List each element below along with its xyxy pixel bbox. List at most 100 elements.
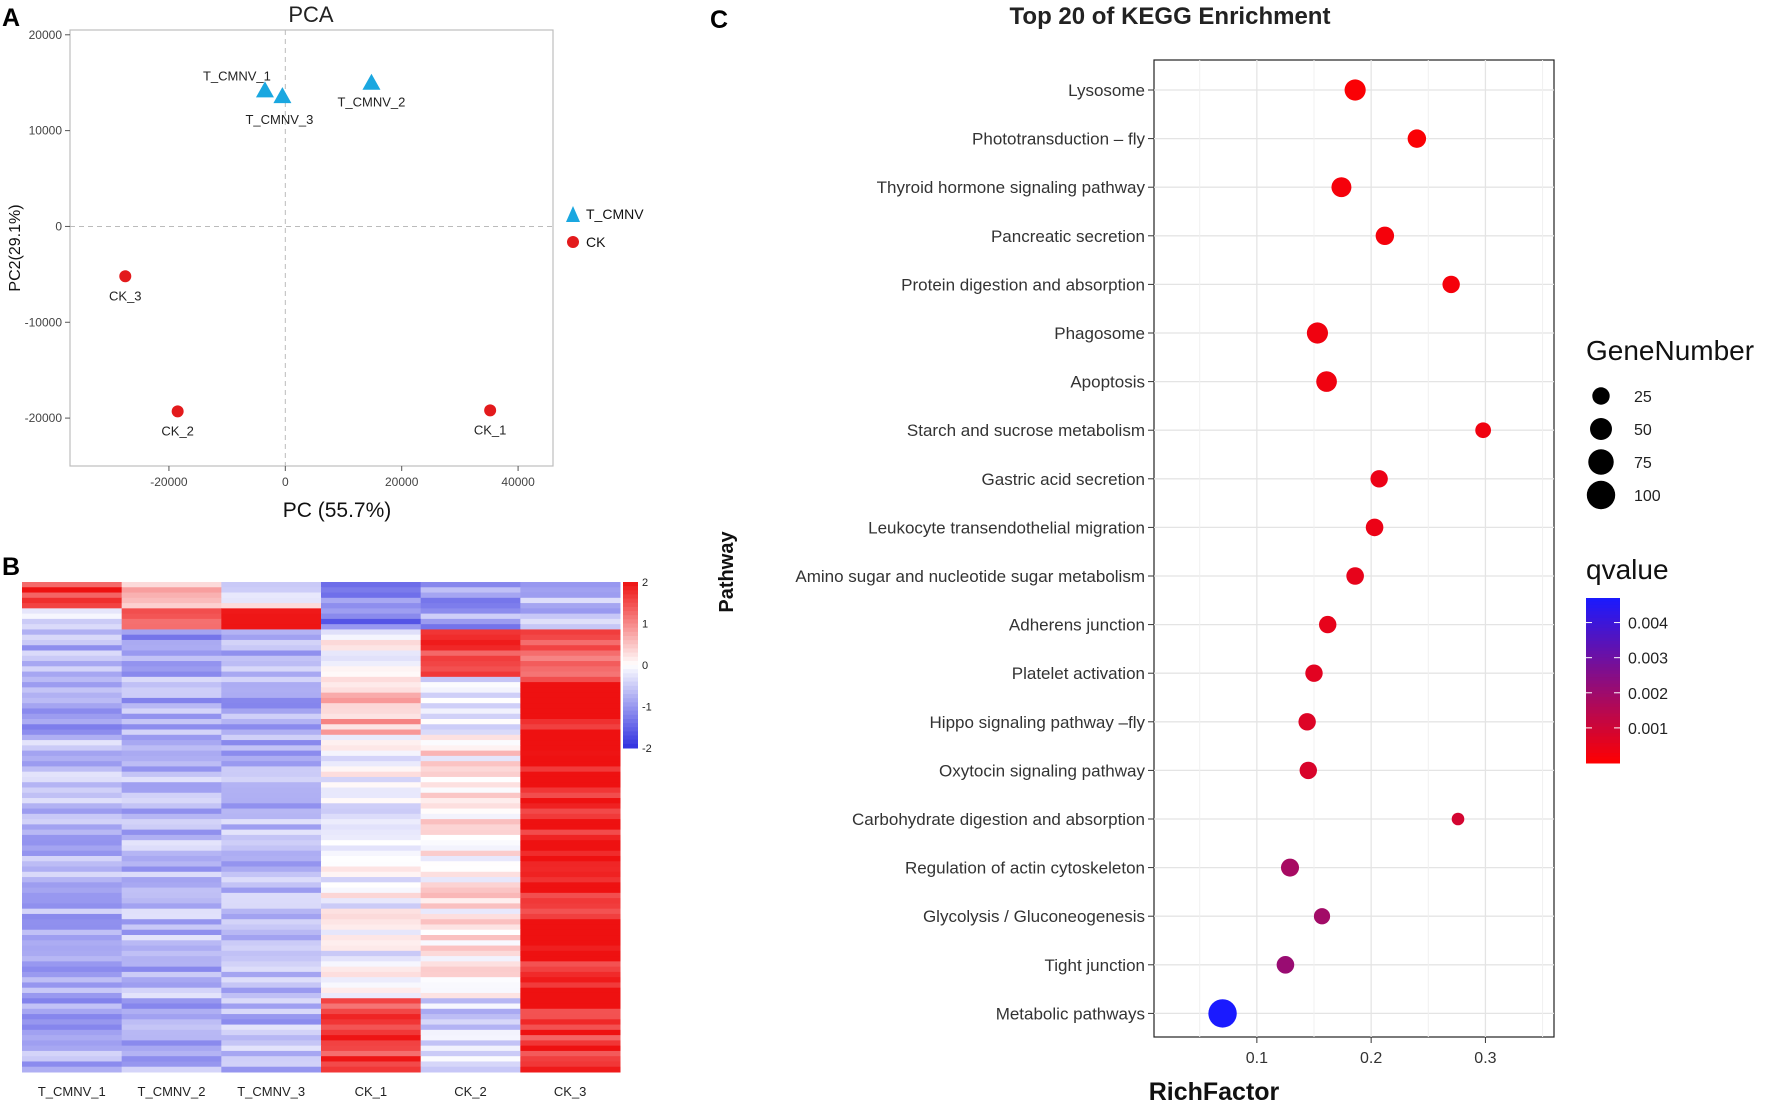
heatmap-cell bbox=[22, 798, 123, 804]
heatmap-scale-segment bbox=[623, 652, 638, 658]
qvalue-colorbar-segment bbox=[1586, 660, 1620, 665]
heatmap-cell bbox=[420, 587, 521, 594]
qvalue-colorbar-segment bbox=[1586, 631, 1620, 635]
heatmap-cell bbox=[121, 650, 222, 657]
pca-y-tick-label: 20000 bbox=[29, 28, 63, 42]
gene-number-legend-dot bbox=[1592, 387, 1610, 405]
pca-points: T_CMNV_1 T_CMNV_3 T_CMNV_2 CK_3 CK_2 CK_1 bbox=[109, 68, 506, 438]
heatmap-cell bbox=[520, 871, 621, 878]
heatmap-cell bbox=[420, 639, 521, 646]
heatmap-cell bbox=[420, 882, 521, 889]
heatmap-cell bbox=[121, 798, 222, 804]
heatmap-cell bbox=[520, 803, 621, 810]
heatmap-cell bbox=[420, 734, 521, 741]
kegg-bubble bbox=[1370, 470, 1388, 488]
heatmap-scale-segment bbox=[623, 660, 638, 666]
heatmap-cell bbox=[321, 1029, 422, 1036]
heatmap-cell bbox=[520, 908, 621, 915]
heatmap-cell bbox=[121, 1003, 222, 1010]
heatmap-cell bbox=[420, 808, 521, 815]
qvalue-colorbar-segment bbox=[1586, 730, 1620, 734]
pca-point-circle bbox=[119, 270, 132, 283]
heatmap-cell bbox=[520, 745, 621, 752]
qvalue-colorbar-segment bbox=[1586, 637, 1620, 642]
heatmap-cell bbox=[321, 950, 422, 957]
heatmap-cell bbox=[22, 877, 123, 883]
heatmap-cell bbox=[520, 608, 621, 615]
heatmap-cell bbox=[321, 929, 422, 936]
heatmap-cell bbox=[520, 819, 621, 825]
heatmap-cell bbox=[520, 666, 621, 673]
heatmap-cell bbox=[321, 892, 422, 899]
qvalue-colorbar-segment bbox=[1586, 746, 1620, 751]
heatmap-cell bbox=[22, 929, 123, 936]
heatmap-cell bbox=[121, 834, 222, 841]
heatmap-cell bbox=[420, 840, 521, 846]
heatmap-cell bbox=[321, 1040, 422, 1047]
heatmap-cell bbox=[121, 1061, 222, 1068]
heatmap-cell bbox=[221, 650, 322, 657]
heatmap-cell bbox=[221, 855, 322, 862]
heatmap-cell bbox=[121, 629, 222, 636]
heatmap-scale-segment bbox=[623, 698, 638, 703]
heatmap-cell bbox=[121, 708, 222, 715]
heatmap-cell bbox=[221, 618, 322, 625]
heatmap-cell bbox=[321, 908, 422, 915]
heatmap-cell bbox=[121, 750, 222, 757]
heatmap-cell bbox=[221, 766, 322, 773]
heatmap-cell bbox=[321, 750, 422, 757]
heatmap-cell bbox=[420, 650, 521, 657]
heatmap-cell bbox=[221, 940, 322, 947]
kegg-bubble bbox=[1346, 567, 1364, 585]
heatmap-cell bbox=[121, 645, 222, 651]
heatmap-cell bbox=[221, 819, 322, 825]
heatmap-scale-segment bbox=[623, 648, 638, 654]
heatmap-cell bbox=[321, 845, 422, 852]
heatmap-cell bbox=[420, 792, 521, 799]
heatmap-cell bbox=[22, 945, 123, 952]
heatmap-cell bbox=[321, 1024, 422, 1031]
heatmap-cell bbox=[221, 613, 322, 620]
kegg-bubble bbox=[1442, 275, 1460, 294]
heatmap-cell bbox=[221, 671, 322, 678]
kegg-bubble bbox=[1305, 664, 1323, 682]
heatmap-cell bbox=[221, 666, 322, 673]
heatmap-cell bbox=[221, 692, 322, 699]
heatmap-cell bbox=[520, 824, 621, 831]
heatmap-cell bbox=[22, 708, 123, 715]
gene-number-legend-dot bbox=[1590, 418, 1612, 440]
heatmap-cell bbox=[22, 998, 123, 1005]
heatmap-scale-segment bbox=[623, 677, 638, 683]
heatmap-cell bbox=[420, 1019, 521, 1026]
heatmap-cell bbox=[321, 771, 422, 778]
heatmap-color-scale: 2 1 0 -1 -2 bbox=[623, 577, 652, 755]
heatmap-cell bbox=[420, 708, 521, 715]
heatmap-cell bbox=[221, 813, 322, 820]
heatmap-cell bbox=[121, 655, 222, 662]
heatmap-cell bbox=[520, 582, 621, 588]
heatmap-cell bbox=[22, 850, 123, 857]
heatmap-cell bbox=[520, 850, 621, 857]
heatmap-cell bbox=[121, 703, 222, 709]
heatmap-cell bbox=[22, 887, 123, 894]
heatmap-cell bbox=[221, 734, 322, 741]
heatmap-cell bbox=[420, 903, 521, 910]
heatmap-cell bbox=[121, 792, 222, 799]
heatmap-cell bbox=[121, 929, 222, 936]
heatmap-cell bbox=[121, 882, 222, 889]
heatmap-cell bbox=[221, 898, 322, 904]
heatmap-cell bbox=[221, 840, 322, 846]
pca-panel-label: A bbox=[2, 4, 20, 32]
heatmap-cell bbox=[221, 956, 322, 962]
qvalue-colorbar-segment bbox=[1586, 726, 1620, 731]
heatmap-cell bbox=[121, 945, 222, 952]
heatmap-cell bbox=[321, 1019, 422, 1026]
heatmap-cell bbox=[22, 819, 123, 825]
heatmap-cell bbox=[420, 771, 521, 778]
heatmap-cell bbox=[321, 629, 422, 636]
heatmap-cell bbox=[221, 887, 322, 894]
heatmap-cell bbox=[321, 813, 422, 820]
heatmap-cell bbox=[420, 898, 521, 904]
heatmap-cell bbox=[22, 1003, 123, 1010]
